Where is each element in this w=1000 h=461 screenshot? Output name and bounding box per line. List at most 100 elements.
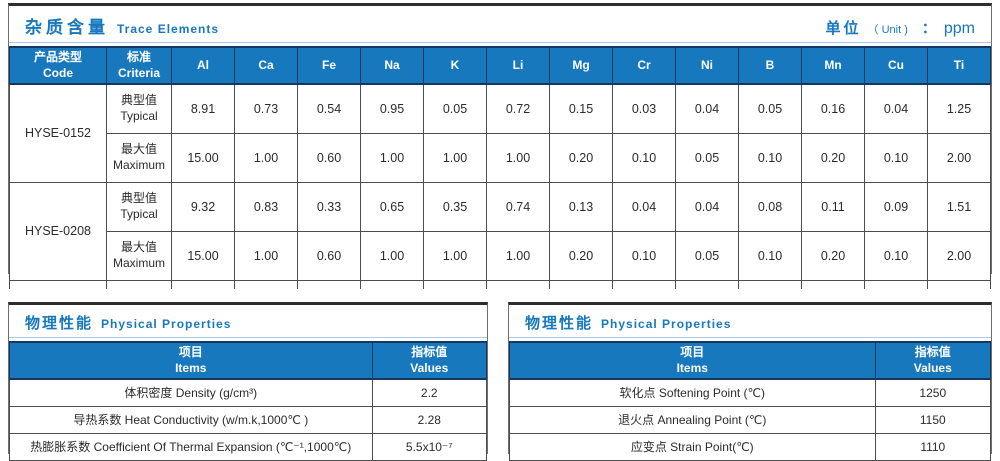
product-code-cell: HYSE-0152 — [9, 83, 107, 183]
item-cell: 导热系数 Heat Conductivity (w/m.k,1000℃ ) — [9, 405, 373, 434]
phys-left-section-title: 物理性能 Physical Properties — [25, 312, 231, 333]
col-header-items: 项目 Items — [9, 340, 373, 381]
value-cell: 1250 — [874, 378, 992, 407]
value-cell: 0.54 — [297, 83, 361, 134]
value-cell: 0.13 — [549, 181, 613, 232]
col-header-items-zh: 项目 — [178, 345, 203, 359]
unit-label-zh: 单位 — [825, 20, 862, 37]
criteria-typical-en: Typical — [120, 206, 158, 221]
col-header-element: K — [423, 45, 487, 86]
unit-label: 单位 （ Unit ) ： ppm — [826, 17, 975, 38]
value-cell: 0.10 — [612, 132, 676, 183]
col-header-items-en: Items — [676, 360, 708, 375]
trace-elements-section: 杂质含量 Trace Elements 单位 （ Unit ) ： ppm 产品… — [8, 3, 992, 290]
value-cell: 0.33 — [297, 181, 361, 232]
phys-right-header-row: 项目 Items 指标值 Values — [509, 340, 992, 381]
value-cell: 0.20 — [549, 230, 613, 281]
value-cell: 0.20 — [801, 132, 865, 183]
unit-separator: ： — [921, 20, 936, 36]
col-header-items-zh: 项目 — [680, 345, 705, 359]
physical-properties-right-section: 物理性能 Physical Properties 项目 Items 指标值 Va… — [508, 302, 992, 461]
col-header-values-zh: 指标值 — [914, 345, 951, 359]
filler-cell — [927, 279, 991, 290]
filler-cell — [486, 279, 550, 290]
value-cell: 0.60 — [297, 230, 361, 281]
phys-left-title-zh: 物理性能 — [25, 315, 94, 332]
value-cell: 2.00 — [927, 230, 991, 281]
value-cell: 0.35 — [423, 181, 487, 232]
value-cell: 2.28 — [371, 405, 488, 434]
physical-properties-right-table: 项目 Items 指标值 Values 软化点 Softening Point … — [509, 340, 992, 461]
value-cell: 0.74 — [486, 181, 550, 232]
value-cell: 0.04 — [675, 83, 739, 134]
criteria-maximum-zh: 最大值 — [120, 240, 157, 255]
filler-cell — [801, 279, 865, 290]
value-cell: 2.2 — [371, 378, 488, 407]
item-cell: 退火点 Annealing Point (℃) — [509, 405, 876, 434]
col-header-items-en: Items — [175, 360, 207, 375]
item-cell: 应变点 Strain Point(℃) — [509, 432, 876, 461]
trace-header-row: 产品类型 Code 标准 Criteria Al Ca Fe Na K Li M… — [9, 45, 991, 86]
value-cell: 0.16 — [801, 83, 865, 134]
criteria-typical-zh: 典型值 — [120, 191, 157, 206]
value-cell: 1.00 — [360, 230, 424, 281]
value-cell: 1.00 — [423, 230, 487, 281]
filler-cell — [738, 279, 802, 290]
filler-cell — [423, 279, 487, 290]
value-cell: 1.00 — [423, 132, 487, 183]
value-cell: 1150 — [874, 405, 992, 434]
value-cell: 2.00 — [927, 132, 991, 183]
col-header-element: Li — [486, 45, 550, 86]
trace-section-header: 杂质含量 Trace Elements 单位 （ Unit ) ： ppm — [9, 6, 991, 43]
col-header-element: Cu — [864, 45, 928, 86]
col-header-values: 指标值 Values — [371, 340, 488, 381]
value-cell: 0.09 — [864, 181, 928, 232]
physical-properties-left-table: 项目 Items 指标值 Values 体积密度 Density (g/cm³)… — [9, 340, 488, 461]
table-row-heat-conductivity: 导热系数 Heat Conductivity (w/m.k,1000℃ ) 2.… — [9, 405, 488, 434]
filler-cell — [9, 279, 107, 290]
col-header-values-en: Values — [913, 360, 952, 375]
unit-label-en: （ Unit ) — [867, 24, 908, 36]
value-cell: 0.83 — [234, 181, 298, 232]
col-header-values: 指标值 Values — [874, 340, 992, 381]
value-cell: 15.00 — [171, 132, 235, 183]
value-cell: 0.10 — [738, 132, 802, 183]
col-header-element: Cr — [612, 45, 676, 86]
table-row-softening-point: 软化点 Softening Point (℃) 1250 — [509, 378, 992, 407]
table-row-hyse0152-maximum: 最大值 Maximum 15.00 1.00 0.60 1.00 1.00 1.… — [10, 132, 991, 183]
unit-value: ppm — [943, 20, 975, 37]
item-cell: 热膨胀系数 Coefficient Of Thermal Expansion (… — [9, 432, 373, 461]
value-cell: 8.91 — [171, 83, 235, 134]
value-cell: 1.00 — [234, 230, 298, 281]
value-cell: 0.04 — [864, 83, 928, 134]
value-cell: 1.51 — [927, 181, 991, 232]
col-header-code-en: Code — [43, 65, 73, 80]
table-row-annealing-point: 退火点 Annealing Point (℃) 1150 — [509, 405, 992, 434]
criteria-typical-zh: 典型值 — [120, 93, 157, 108]
criteria-maximum-zh: 最大值 — [120, 142, 157, 157]
filler-cell — [297, 279, 361, 290]
phys-right-title-zh: 物理性能 — [525, 315, 594, 332]
col-header-element: Al — [171, 45, 235, 86]
value-cell: 1.00 — [234, 132, 298, 183]
value-cell: 0.65 — [360, 181, 424, 232]
item-cell: 体积密度 Density (g/cm³) — [9, 378, 373, 407]
table-row-hyse0208-maximum: 最大值 Maximum 15.00 1.00 0.60 1.00 1.00 1.… — [10, 230, 991, 281]
trace-section-title: 杂质含量 Trace Elements — [25, 13, 219, 38]
value-cell: 0.04 — [612, 181, 676, 232]
col-header-element: Ca — [234, 45, 298, 86]
col-header-values-zh: 指标值 — [411, 345, 448, 359]
filler-cell — [171, 279, 235, 290]
value-cell: 0.20 — [801, 230, 865, 281]
value-cell: 0.95 — [360, 83, 424, 134]
filler-cell — [549, 279, 613, 290]
col-header-element: Mn — [801, 45, 865, 86]
value-cell: 0.15 — [549, 83, 613, 134]
trace-title-zh: 杂质含量 — [25, 18, 109, 37]
phys-right-section-header: 物理性能 Physical Properties — [509, 305, 991, 338]
col-header-element: Ti — [927, 45, 991, 86]
value-cell: 1.00 — [486, 132, 550, 183]
table-row-density: 体积密度 Density (g/cm³) 2.2 — [9, 378, 488, 407]
filler-cell — [864, 279, 928, 290]
value-cell: 0.05 — [738, 83, 802, 134]
